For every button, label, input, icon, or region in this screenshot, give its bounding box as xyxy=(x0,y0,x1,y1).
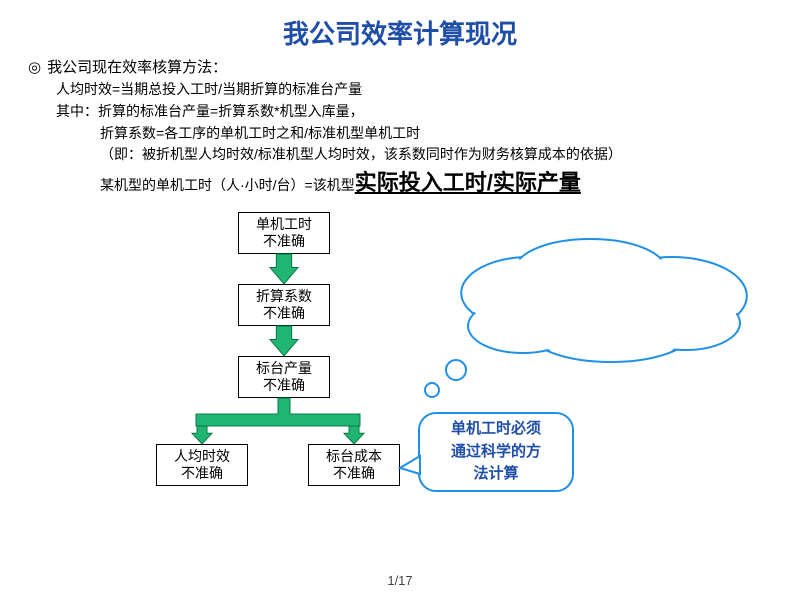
line-2: 人均时效=当期总投入工时/当期折算的标准台产量 xyxy=(56,79,622,101)
flow-node-4: 人均时效 不准确 xyxy=(156,444,248,486)
body-text: ◎ 我公司现在效率核算方法： 人均时效=当期总投入工时/当期折算的标准台产量 其中… xyxy=(28,56,622,200)
page-number: 1/17 xyxy=(0,573,800,588)
cloud-text: 通过该方法计算的工时并非该机 型的标准时间，所以会导致财务 核算与人均时效计算的… xyxy=(490,270,732,333)
formula-emphasis: 实际投入工时/实际产量 xyxy=(355,170,581,195)
speech-bubble: 单机工时必须 通过科学的方 法计算 xyxy=(418,412,574,492)
formula-prefix: 某机型的单机工时（人·小时/台）=该机型 xyxy=(100,177,355,193)
flow-node-3: 标台产量 不准确 xyxy=(238,356,330,398)
flow-node-5: 标台成本 不准确 xyxy=(308,444,400,486)
line-1: ◎ 我公司现在效率核算方法： xyxy=(28,56,622,79)
page-title: 我公司效率计算现况 xyxy=(0,0,800,51)
formula-line: 某机型的单机工时（人·小时/台）=该机型实际投入工时/实际产量 xyxy=(100,166,622,200)
line-3: 其中：折算的标准台产量=折算系数*机型入库量， xyxy=(56,101,622,123)
flow-node-1: 单机工时 不准确 xyxy=(238,212,330,254)
bullet-icon: ◎ xyxy=(28,56,41,79)
line-1-text: 我公司现在效率核算方法： xyxy=(47,59,227,76)
flow-node-2: 折算系数 不准确 xyxy=(238,284,330,326)
line-5: （即：被折机型人均时效/标准机型人均时效，该系数同时作为财务核算成本的依据） xyxy=(100,144,622,166)
line-4: 折算系数=各工序的单机工时之和/标准机型单机工时 xyxy=(100,123,622,145)
